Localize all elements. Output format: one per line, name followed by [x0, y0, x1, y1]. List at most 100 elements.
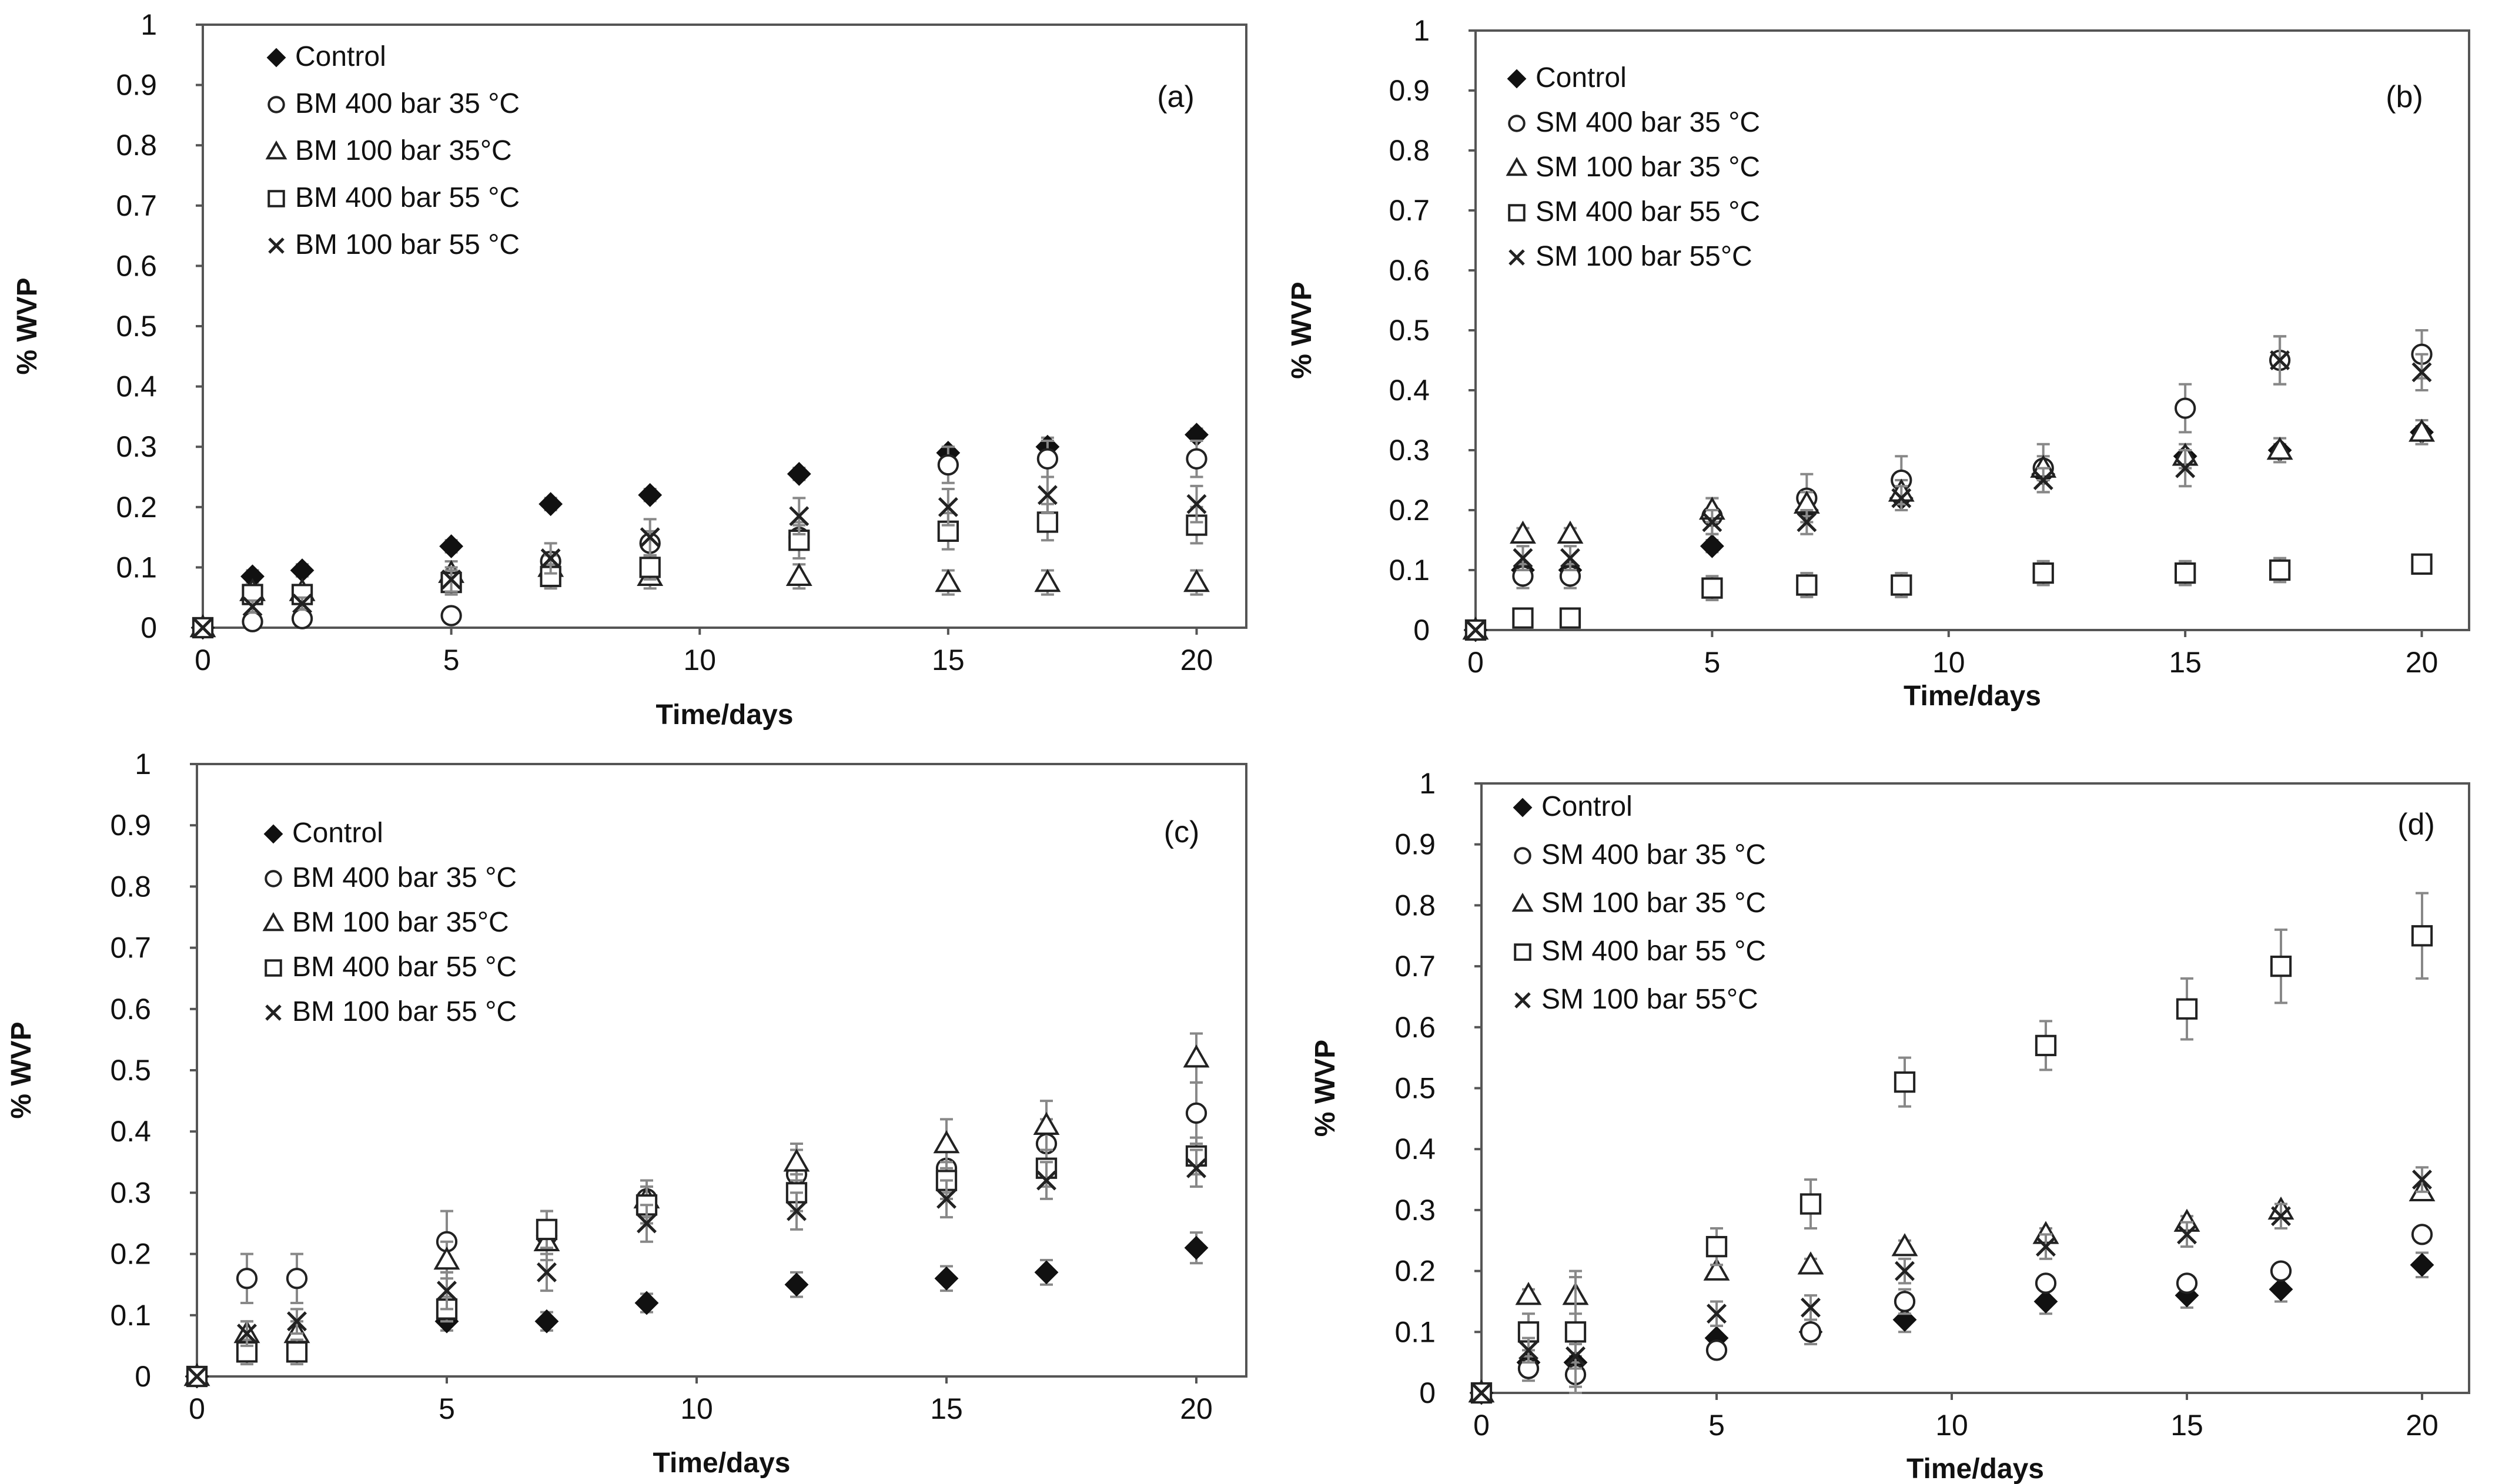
- panel-d-legend-marker: [1514, 943, 1531, 961]
- panel-c-data-point: [934, 1266, 959, 1291]
- panel-d-legend-label: SM 400 bar 55 °C: [1541, 936, 1766, 967]
- panel-b-data-point: [1702, 512, 1722, 532]
- panel-d-series-5: [1471, 1166, 2432, 1403]
- panel-d-data-point: [1799, 1193, 1822, 1215]
- panel-c-y-tick-label: 0.4: [110, 1115, 151, 1148]
- panel-d-x-tick-label: 10: [1935, 1409, 1968, 1442]
- panel-b-data-point: [1466, 620, 1486, 640]
- panel-c-panel-label: (c): [1164, 815, 1200, 849]
- panel-c-x-axis-label: Time/days: [653, 1448, 791, 1479]
- panel-b-series-2: [1464, 329, 2433, 641]
- panel-a-data-point: [439, 534, 464, 558]
- panel-d-data-point: [2177, 1224, 2197, 1245]
- panel-c-data-point: [286, 1268, 308, 1289]
- panel-c-data-point: [783, 1148, 810, 1172]
- panel-d-legend-marker: [1514, 992, 1531, 1009]
- panel-d: 00.10.20.30.40.50.60.70.80.910 5 10 15 20Tim…: [1310, 767, 2470, 1484]
- panel-b-y-axis-label: % WVP: [1286, 282, 1317, 378]
- panel-d-x-tick-label: 15: [2170, 1409, 2203, 1442]
- panel-b-legend-label: SM 100 bar 55°C: [1536, 241, 1752, 272]
- panel-c-legend-marker: [265, 959, 282, 977]
- panel-d-panel-label: (d): [2397, 808, 2435, 842]
- panel-b-data-point: [2411, 553, 2433, 575]
- panel-a-legend-marker: [267, 96, 285, 113]
- panel-b: 00.10.20.30.40.50.60.70.80.910 5 10 15 20Tim…: [1286, 14, 2470, 712]
- panel-d-y-tick-label: 0.5: [1394, 1072, 1436, 1105]
- panel-c-legend-marker: [262, 912, 285, 932]
- panel-b-data-point: [2409, 418, 2435, 442]
- panel-b-data-point: [2175, 458, 2196, 478]
- panel-d-legend-marker: [1513, 798, 1533, 818]
- panel-b-series-3: [1462, 418, 2435, 640]
- panel-b-y-tick-label: 0.5: [1389, 314, 1430, 347]
- panel-d-data-point: [2036, 1237, 2056, 1257]
- panel-d-data-point: [1895, 1261, 1915, 1281]
- panel-b-data-point: [2411, 362, 2432, 383]
- panel-a-data-point: [640, 527, 660, 548]
- panel-c-x-tick-label: 10: [680, 1392, 713, 1425]
- panel-a-legend-marker: [266, 48, 286, 68]
- panel-d-data-point: [2270, 1260, 2292, 1282]
- panel-b-data-point: [1557, 520, 1584, 544]
- panel-c-legend-label: Control: [292, 818, 383, 849]
- panel-d-data-point: [2271, 1206, 2291, 1227]
- panel-a-x-tick-label: 20: [1180, 644, 1213, 676]
- panel-c-y-tick-label: 0.6: [110, 993, 151, 1026]
- panel-d-data-point: [1518, 1340, 1538, 1361]
- panel-d-series-4: [1470, 892, 2433, 1404]
- panel-c-series-1: [185, 1231, 1209, 1389]
- panel-c-y-axis-label: % WVP: [6, 1021, 37, 1118]
- panel-b-data-point: [1510, 520, 1536, 544]
- panel-c-data-point: [236, 1268, 258, 1289]
- panel-a-data-point: [441, 569, 461, 589]
- panel-a-data-point: [242, 597, 263, 617]
- panel-b-x-axis-label: Time/days: [1904, 681, 2041, 712]
- panel-b-data-point: [1700, 534, 1724, 558]
- panel-d-x-axis-label: Time/days: [1906, 1453, 2044, 1484]
- panel-d-legend-label: SM 100 bar 55°C: [1541, 984, 1758, 1015]
- panel-d-data-point: [1894, 1071, 1916, 1093]
- panel-a-data-point: [193, 618, 213, 638]
- panel-a-data-point: [1034, 569, 1061, 592]
- panel-c-y-tick-label: 0.9: [110, 809, 151, 842]
- panel-a-data-point: [538, 492, 563, 517]
- panel-c-data-point: [287, 1311, 307, 1332]
- panel-d-y-tick-label: 0.3: [1394, 1194, 1436, 1227]
- panel-b-data-point: [2270, 350, 2290, 370]
- panel-c-y-tick-label: 0.2: [110, 1238, 151, 1271]
- panel-b-data-point: [1701, 577, 1723, 599]
- panel-c-legend-label: BM 400 bar 55 °C: [292, 952, 517, 983]
- panel-d-legend-label: Control: [1541, 791, 1633, 822]
- panel-c-data-point: [634, 1291, 659, 1315]
- panel-a-series-3: [189, 554, 1210, 638]
- panel-b-legend-label: SM 100 bar 35 °C: [1536, 152, 1760, 183]
- panel-c-x-tick-label: 20: [1180, 1392, 1213, 1425]
- panel-c-data-point: [1183, 1044, 1210, 1068]
- panel-a-legend-marker: [267, 190, 285, 207]
- panel-b-data-point: [1559, 607, 1581, 629]
- panel-b-x-tick-label: 0: [1467, 646, 1484, 679]
- panel-a-x-tick-label: 5: [443, 644, 460, 676]
- panel-d-data-point: [2411, 925, 2433, 947]
- panel-d-y-tick-label: 0.9: [1394, 828, 1436, 861]
- panel-c-data-point: [1034, 1260, 1059, 1285]
- panel-b-data-point: [1891, 488, 1912, 508]
- panel-d-x-tick-label: 0: [1473, 1409, 1490, 1442]
- panel-b-x-tick-label: 15: [2169, 646, 2202, 679]
- panel-a-data-point: [639, 557, 661, 578]
- panel-a-y-tick-label: 1: [141, 8, 157, 41]
- panel-d-plot-frame: [1480, 782, 2470, 1394]
- panel-a-series-2: [192, 439, 1207, 639]
- panel-b-panel-label: (b): [2386, 80, 2423, 114]
- panel-a-data-point: [785, 562, 812, 587]
- panel-c-plot-frame: [196, 763, 1247, 1378]
- panel-b-data-point: [1891, 574, 1912, 596]
- panel-b-y-tick-label: 0.4: [1389, 374, 1430, 407]
- panel-a-data-point: [1036, 511, 1059, 533]
- panel-d-y-tick-label: 0.1: [1394, 1315, 1436, 1348]
- panel-a-data-point: [638, 483, 663, 507]
- panel-d-data-point: [1703, 1257, 1730, 1281]
- panel-d-data-point: [1564, 1321, 1587, 1343]
- panel-c-legend-label: BM 100 bar 55 °C: [292, 996, 517, 1027]
- panel-a-data-point: [789, 506, 810, 527]
